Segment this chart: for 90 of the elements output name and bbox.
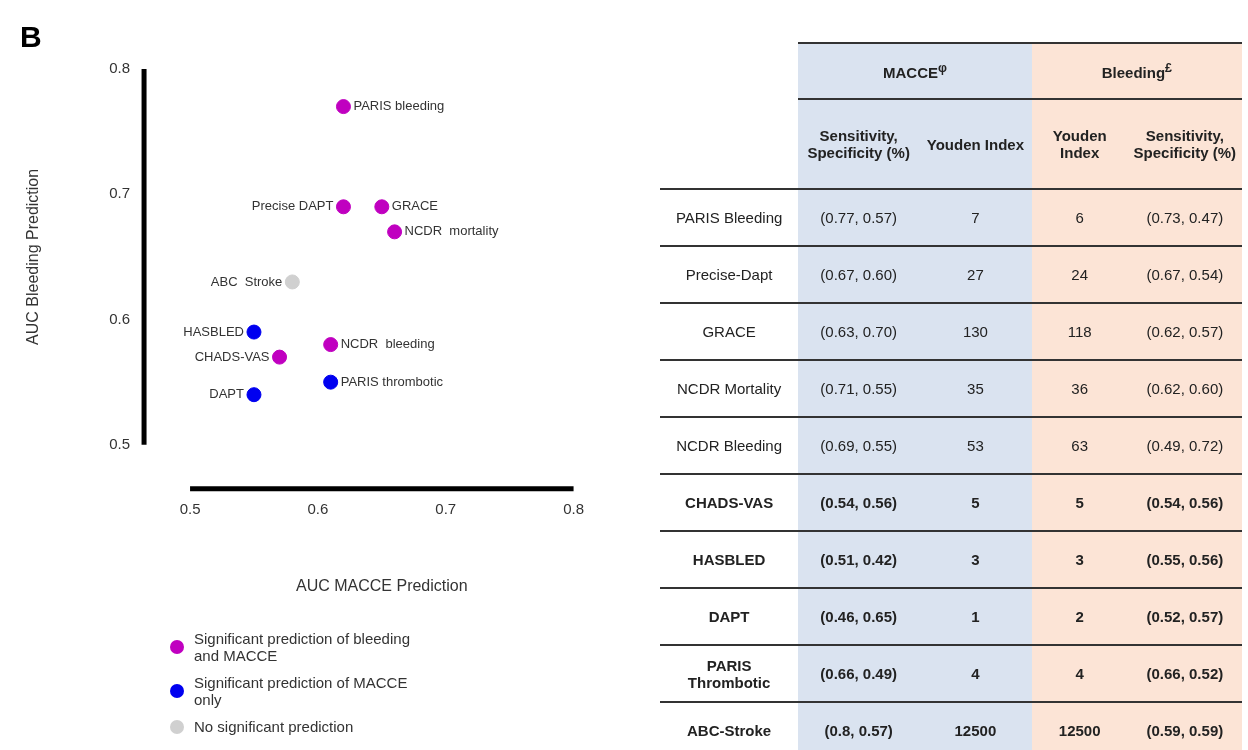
legend-label: Significant prediction of bleeding and MACCE <box>194 630 411 664</box>
text: 5 <box>919 474 1032 531</box>
text: 12500 <box>919 702 1032 750</box>
legend-label: No significant prediction <box>194 718 354 735</box>
text: (0.46, 0.65) <box>798 588 920 645</box>
text: 63 <box>1031 417 1128 474</box>
text: 4 <box>1031 645 1128 702</box>
text: (0.52, 0.57) <box>1127 588 1242 645</box>
text: (0.59, 0.59) <box>1127 702 1242 750</box>
x-tick-label: 0.7 <box>435 499 457 517</box>
y-tick-label: 0.6 <box>109 309 131 327</box>
text: (0.51, 0.42) <box>798 531 920 588</box>
text: (0.67, 0.54) <box>1127 246 1242 303</box>
text: (0.71, 0.55) <box>798 360 920 417</box>
x-axis-title: AUC MACCE Prediction <box>296 576 468 594</box>
text: 3 <box>1031 531 1128 588</box>
text: (0.69, 0.55) <box>798 417 920 474</box>
text: 53 <box>919 417 1032 474</box>
text: 3 <box>919 531 1032 588</box>
text: (0.55, 0.56) <box>1127 531 1242 588</box>
text: GRACE <box>660 303 799 360</box>
point <box>272 349 288 365</box>
text: 36 <box>1031 360 1128 417</box>
text: 6 <box>1031 189 1128 246</box>
annotation: ABC Stroke <box>210 273 283 289</box>
x-tick-label: 0.5 <box>179 499 201 517</box>
y-tick-label: 0.7 <box>109 184 131 202</box>
annotation: PARIS bleeding <box>353 98 445 114</box>
text: 118 <box>1031 303 1128 360</box>
text: 35 <box>919 360 1032 417</box>
text: 7 <box>919 189 1032 246</box>
text: ABC-Stroke <box>660 702 799 750</box>
annotation: NCDR mortality <box>404 223 499 239</box>
text: PARIS Bleeding <box>660 189 799 246</box>
x-tick-label: 0.6 <box>307 499 329 517</box>
point <box>387 224 403 240</box>
text: 2 <box>1031 588 1128 645</box>
point <box>374 199 390 215</box>
text: Bleeding$^{£}$ <box>1031 43 1242 99</box>
text: 130 <box>919 303 1032 360</box>
text: 5 <box>1031 474 1128 531</box>
text: (0.54, 0.56) <box>798 474 920 531</box>
text: 1 <box>919 588 1032 645</box>
y-axis-title: AUC Bleeding Prediction <box>24 168 42 345</box>
text: 4 <box>919 645 1032 702</box>
point <box>323 337 339 353</box>
x-tick-label: 0.8 <box>563 499 584 517</box>
annotation: PARIS thrombotic <box>340 373 444 389</box>
text: (0.54, 0.56) <box>1127 474 1242 531</box>
text: NCDR Mortality <box>660 360 799 417</box>
text: (0.8, 0.57) <box>798 702 920 750</box>
y-tick-label: 0.5 <box>109 434 131 452</box>
point <box>323 374 339 390</box>
text: (0.62, 0.60) <box>1127 360 1242 417</box>
y-tick-label: 0.8 <box>109 59 131 77</box>
annotation: GRACE <box>391 198 439 214</box>
text: (0.49, 0.72) <box>1127 417 1242 474</box>
text: PARIS Thrombotic <box>660 645 799 702</box>
chart-title: B <box>20 20 42 54</box>
text: MACCE$^{φ}$ <box>798 43 1032 99</box>
annotation: DAPT <box>209 386 245 402</box>
text: CHADS-VAS <box>660 474 799 531</box>
text: NCDR Bleeding <box>660 417 799 474</box>
text: (0.66, 0.49) <box>798 645 920 702</box>
annotation: Precise DAPT <box>251 198 334 214</box>
text: Precise-Dapt <box>660 246 799 303</box>
text: (0.62, 0.57) <box>1127 303 1242 360</box>
text: (0.77, 0.57) <box>798 189 920 246</box>
text: (0.63, 0.70) <box>798 303 920 360</box>
point <box>335 199 351 215</box>
text: (0.67, 0.60) <box>798 246 920 303</box>
text: Sensitivity, Specificity (%) <box>1127 99 1242 189</box>
text: HASBLED <box>660 531 799 588</box>
text: (0.73, 0.47) <box>1127 189 1242 246</box>
annotation: CHADS-VAS <box>194 348 270 364</box>
text: Youden Index <box>1031 99 1128 189</box>
text: 24 <box>1031 246 1128 303</box>
text: 12500 <box>1031 702 1128 750</box>
point <box>335 99 351 115</box>
text: DAPT <box>660 588 799 645</box>
point <box>284 274 300 290</box>
annotation: NCDR bleeding <box>340 336 435 352</box>
point <box>246 324 262 340</box>
legend-label: Significant prediction of MACCE only <box>194 674 409 708</box>
text: Sensitivity, Specificity (%) <box>798 99 920 189</box>
point <box>246 387 262 403</box>
annotation: HASBLED <box>183 323 244 339</box>
text: Youden Index <box>919 99 1032 189</box>
text: (0.66, 0.52) <box>1127 645 1242 702</box>
text: 27 <box>919 246 1032 303</box>
